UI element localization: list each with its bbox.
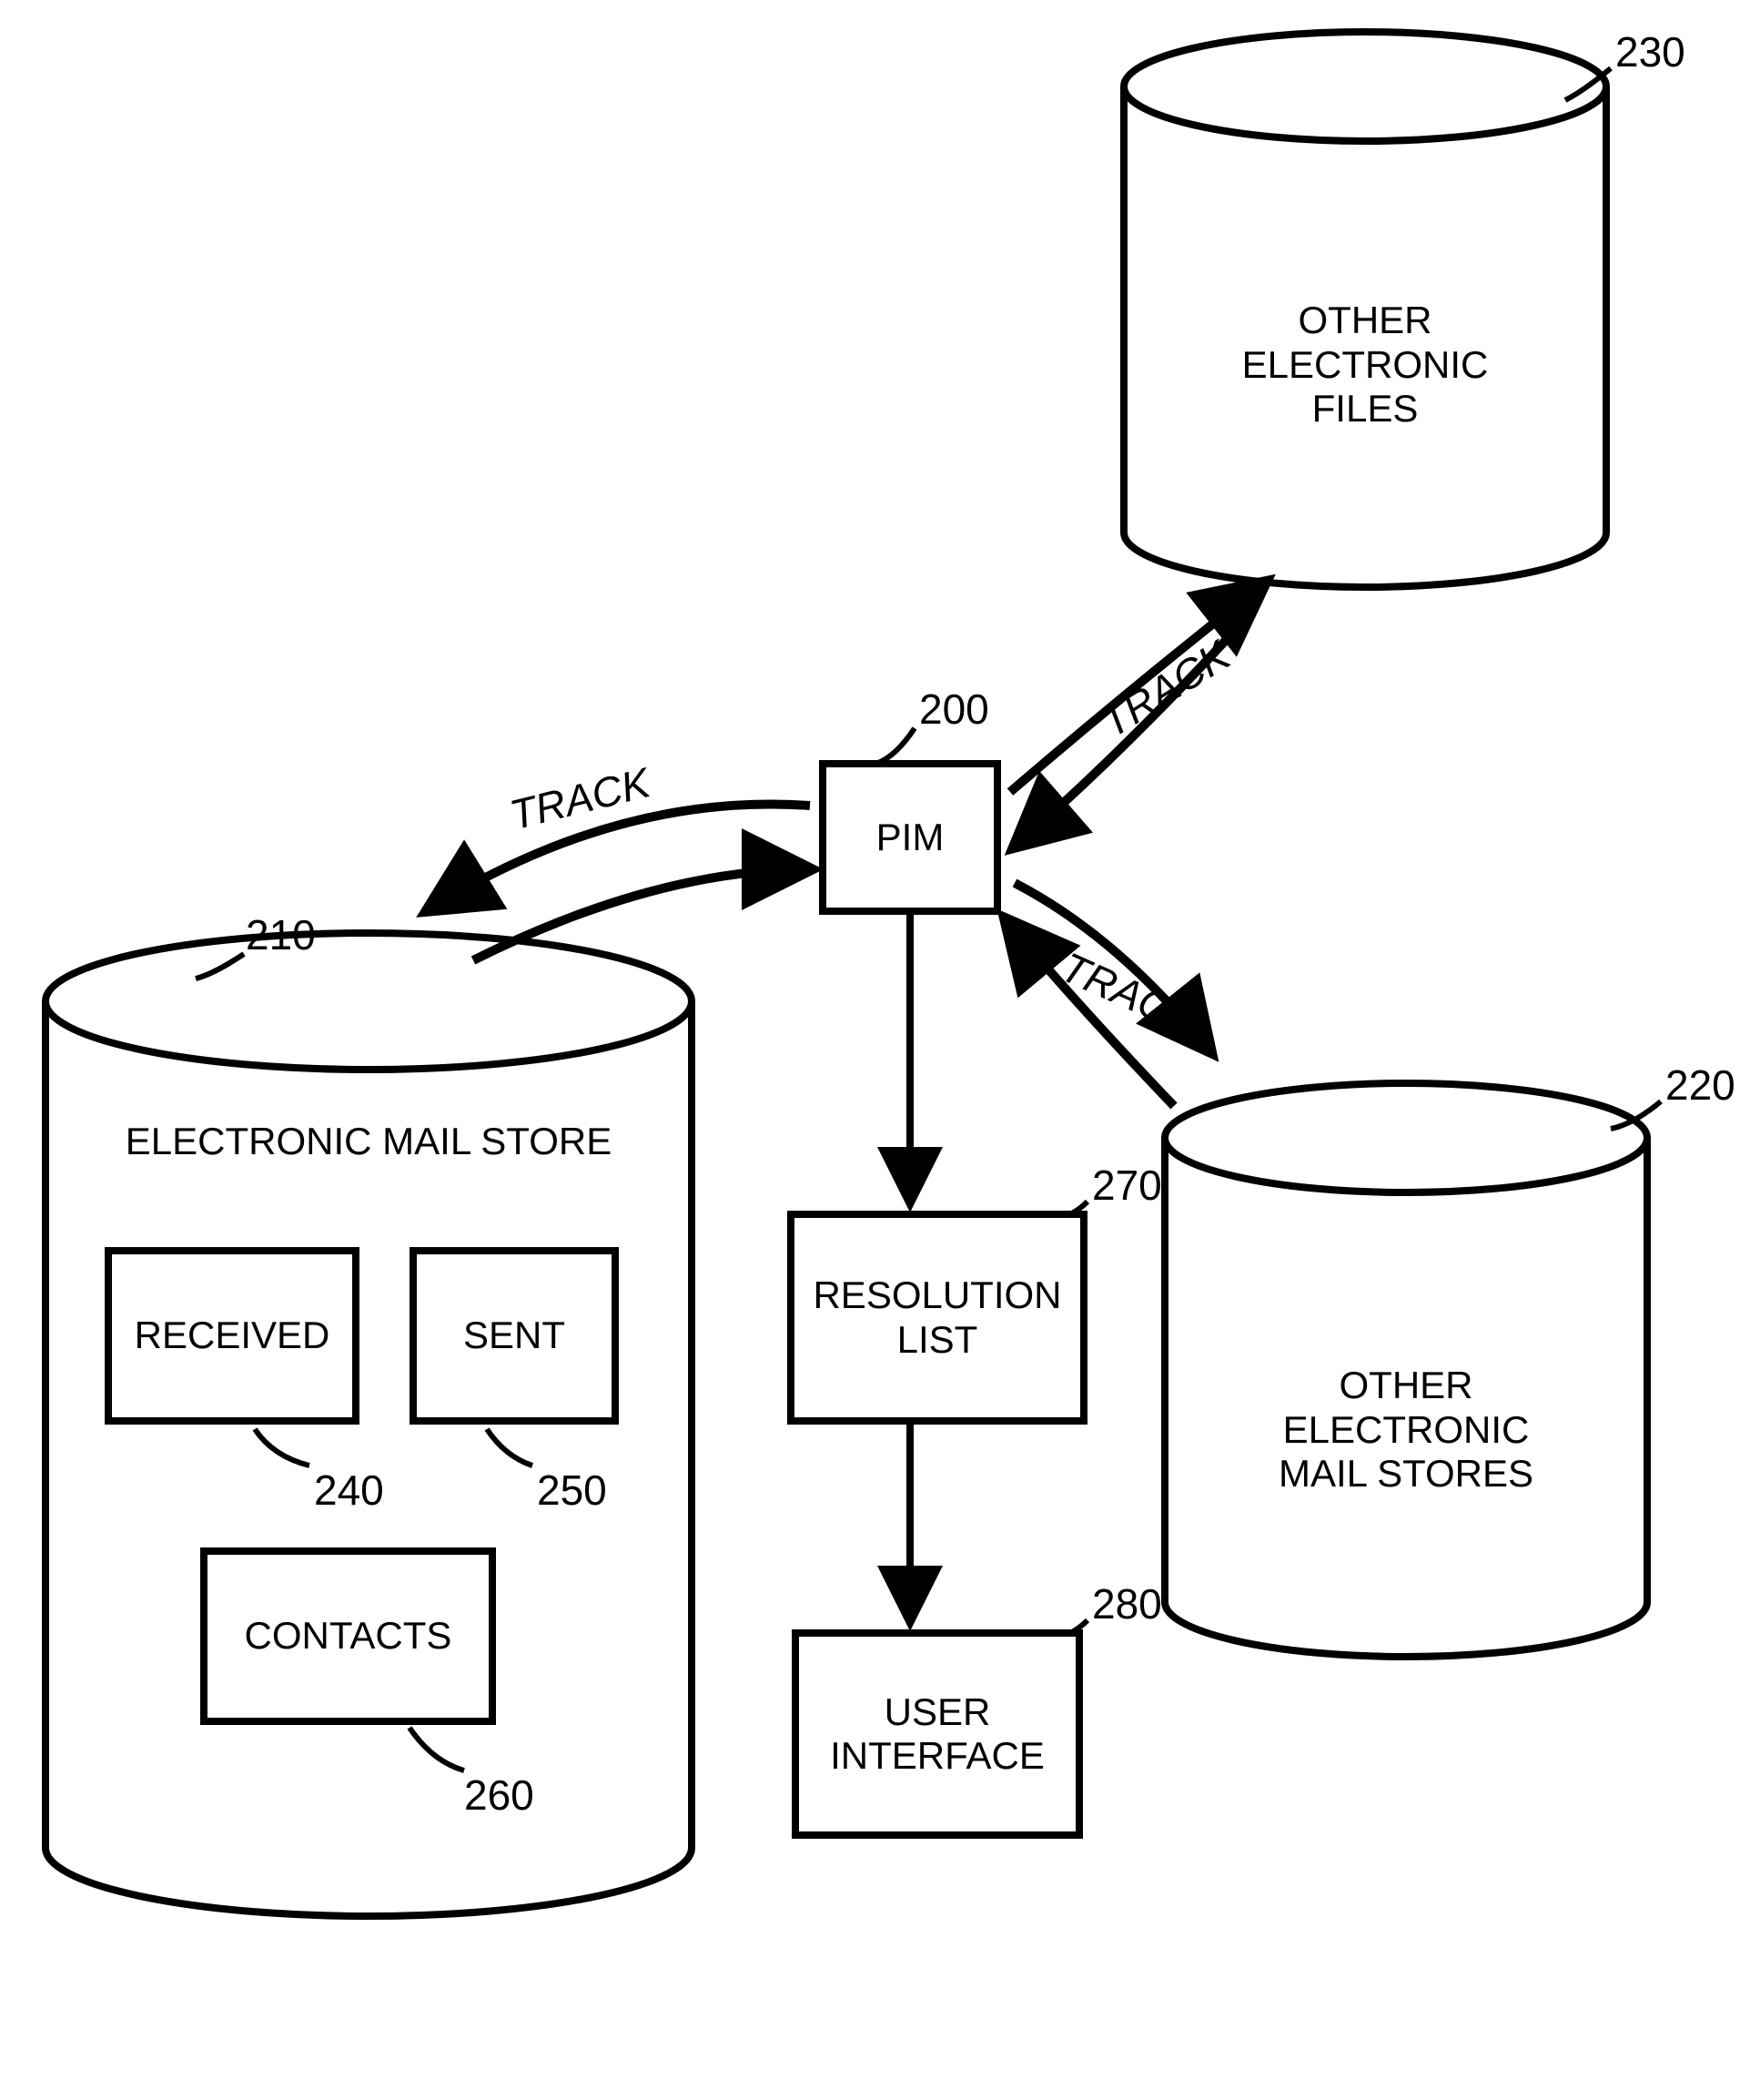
node-sent-label: SENT — [463, 1314, 565, 1357]
label-otherstores: OTHER ELECTRONIC MAIL STORES — [1165, 1320, 1647, 1496]
node-pim-label: PIM — [876, 816, 945, 859]
node-ui-label: USER INTERFACE — [830, 1690, 1045, 1779]
label-otherfiles: OTHER ELECTRONIC FILES — [1124, 255, 1606, 431]
node-resolution-label: RESOLUTION LIST — [813, 1273, 1061, 1362]
node-received: RECEIVED — [105, 1247, 359, 1425]
ref-mailstore: 210 — [246, 910, 316, 959]
cylinder-mailstore — [46, 933, 692, 1916]
ref-ui: 280 — [1092, 1579, 1162, 1628]
node-resolution: RESOLUTION LIST — [787, 1211, 1088, 1425]
label-mailstore: ELECTRONIC MAIL STORE — [46, 1120, 692, 1163]
node-ui: USER INTERFACE — [792, 1629, 1083, 1839]
node-contacts-label: CONTACTS — [245, 1614, 452, 1658]
ref-pim: 200 — [919, 685, 989, 734]
node-sent: SENT — [410, 1247, 619, 1425]
ref-resolution: 270 — [1092, 1161, 1162, 1210]
ref-contacts: 260 — [464, 1770, 534, 1820]
ref-otherfiles: 230 — [1615, 27, 1685, 76]
ref-sent: 250 — [537, 1466, 607, 1515]
node-contacts: CONTACTS — [200, 1547, 496, 1725]
node-received-label: RECEIVED — [135, 1314, 330, 1357]
ref-received: 240 — [314, 1466, 384, 1515]
node-pim: PIM — [819, 760, 1001, 915]
ref-otherstores: 220 — [1665, 1060, 1735, 1110]
